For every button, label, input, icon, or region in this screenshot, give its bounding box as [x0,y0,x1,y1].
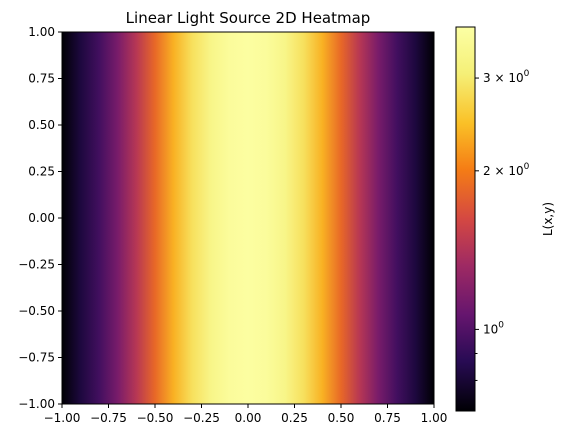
colorbar-tick-label: 3 × 100 [483,69,530,85]
y-tick-label: −1.00 [18,397,55,411]
x-tick-label: −0.50 [137,411,174,425]
colorbar-frame [455,26,476,412]
y-tick-label: 0.50 [28,118,55,132]
x-tick-label: −0.75 [90,411,127,425]
y-tick-label: 1.00 [28,25,55,39]
y-tick-label: 0.75 [28,72,55,86]
colorbar-tick-label: 100 [483,320,504,336]
y-axis-ticks: 1.00 0.75 0.50 0.25 0.00 −0.25 −0.50 −0.75 −1.00 [18,25,62,411]
x-tick-label: 0.00 [235,411,262,425]
colorbar [456,27,475,411]
colorbar-label: L(x,y) [541,202,555,236]
x-axis-ticks: −1.00 −0.75 −0.50 −0.25 0.00 0.25 0.50 0.75 1.00 [44,404,448,425]
y-tick-label: −0.75 [18,351,55,365]
x-tick-label: 1.00 [421,411,448,425]
y-tick-label: 0.25 [28,165,55,179]
y-tick-label: −0.50 [18,304,55,318]
x-tick-label: 0.75 [374,411,401,425]
heatmap-image [62,32,434,404]
chart-title: Linear Light Source 2D Heatmap [126,9,371,27]
y-tick-label: −0.25 [18,258,55,272]
y-tick-label: 0.00 [28,211,55,225]
colorbar-ticks: 100 2 × 100 3 × 100 [475,69,530,381]
x-tick-label: −1.00 [44,411,81,425]
x-tick-label: 0.50 [328,411,355,425]
x-tick-label: 0.25 [281,411,308,425]
x-tick-label: −0.25 [183,411,220,425]
colorbar-tick-label: 2 × 100 [483,162,530,178]
